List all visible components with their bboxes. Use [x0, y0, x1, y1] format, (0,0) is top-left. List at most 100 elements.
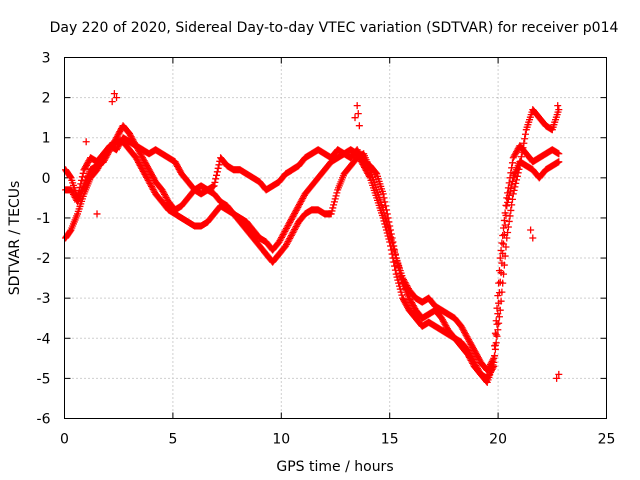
data-point: [513, 176, 521, 184]
data-point: [498, 239, 506, 247]
data-point: [99, 155, 107, 163]
data-point: [398, 275, 406, 283]
data-point: [213, 171, 221, 179]
data-point: [133, 143, 141, 151]
data-point: [104, 145, 112, 153]
data-point: [286, 235, 294, 243]
data-point: [410, 303, 418, 311]
y-tick-label: 0: [42, 171, 51, 187]
y-tick-label: -4: [37, 331, 51, 347]
data-point: [291, 208, 299, 216]
data-point: [173, 161, 181, 169]
data-point: [282, 241, 290, 249]
data-point: [398, 291, 406, 299]
data-point: [330, 198, 338, 206]
data-point: [284, 221, 292, 229]
data-point: [465, 353, 473, 361]
data-point: [132, 142, 140, 150]
data-point: [136, 149, 144, 157]
data-point: [67, 186, 75, 194]
data-point: [555, 106, 563, 114]
data-point: [383, 221, 391, 229]
data-point: [473, 351, 481, 359]
y-tick-label: -3: [37, 291, 51, 307]
data-point: [439, 316, 447, 324]
data-point: [355, 122, 363, 130]
data-point: [460, 328, 468, 336]
data-point: [464, 334, 472, 342]
data-point: [492, 339, 500, 347]
data-point: [276, 237, 284, 245]
data-point: [393, 257, 401, 265]
data-point: [142, 160, 150, 168]
data-point: [82, 161, 90, 169]
data-point: [498, 288, 506, 296]
data-point: [491, 345, 499, 353]
data-point: [95, 161, 103, 169]
data-point: [174, 164, 182, 172]
data-point: [293, 205, 301, 213]
data-point: [134, 157, 142, 165]
data-point: [287, 215, 295, 223]
data-point: [159, 187, 167, 195]
data-point: [508, 201, 516, 209]
data-point: [440, 319, 448, 327]
y-tick-label: 1: [42, 131, 51, 147]
y-tick-label: -5: [37, 371, 51, 387]
data-point: [288, 230, 296, 238]
data-point: [391, 248, 399, 256]
data-point: [501, 252, 509, 260]
data-point: [464, 350, 472, 358]
data-point: [289, 212, 297, 220]
data-point: [295, 200, 303, 208]
data-point: [400, 296, 408, 304]
data-point: [409, 302, 417, 310]
data-point: [457, 322, 465, 330]
data-point: [509, 154, 517, 162]
data-point: [495, 319, 503, 327]
data-point: [328, 207, 336, 215]
data-point: [494, 326, 502, 334]
data-point: [330, 201, 338, 209]
data-point: [442, 322, 450, 330]
y-tick-label: 2: [42, 91, 51, 107]
data-point: [285, 236, 293, 244]
data-point: [286, 218, 294, 226]
series-track-c: [62, 106, 563, 386]
data-point: [500, 216, 508, 224]
data-point: [145, 178, 153, 186]
x-tick-label: 25: [598, 432, 616, 448]
chart-title: Day 220 of 2020, Sidereal Day-to-day VTE…: [50, 20, 619, 36]
data-point: [505, 217, 513, 225]
data-point: [172, 159, 180, 167]
data-point: [488, 357, 496, 365]
data-point: [465, 336, 473, 344]
data-point: [512, 179, 520, 187]
data-point: [395, 263, 403, 271]
data-point: [69, 189, 77, 197]
data-point: [508, 159, 516, 167]
data-point: [516, 162, 524, 170]
data-point: [148, 184, 156, 192]
data-point: [132, 154, 140, 162]
data-point: [394, 260, 402, 268]
data-point: [139, 154, 147, 162]
data-point: [292, 222, 300, 230]
data-point: [554, 102, 562, 110]
data-point: [467, 340, 475, 348]
data-point: [509, 190, 517, 198]
data-point: [517, 153, 525, 161]
data-point: [461, 330, 469, 338]
data-point: [521, 135, 529, 143]
x-tick-label: 20: [489, 432, 507, 448]
data-point: [508, 195, 516, 203]
data-point: [114, 131, 122, 139]
data-point: [459, 325, 467, 333]
y-tick-label: -2: [37, 251, 51, 267]
x-axis-label: GPS time / hours: [276, 459, 393, 475]
data-point: [500, 261, 508, 269]
data-point: [113, 146, 121, 154]
data-point: [504, 198, 512, 206]
data-point: [163, 195, 171, 203]
data-point: [291, 224, 299, 232]
